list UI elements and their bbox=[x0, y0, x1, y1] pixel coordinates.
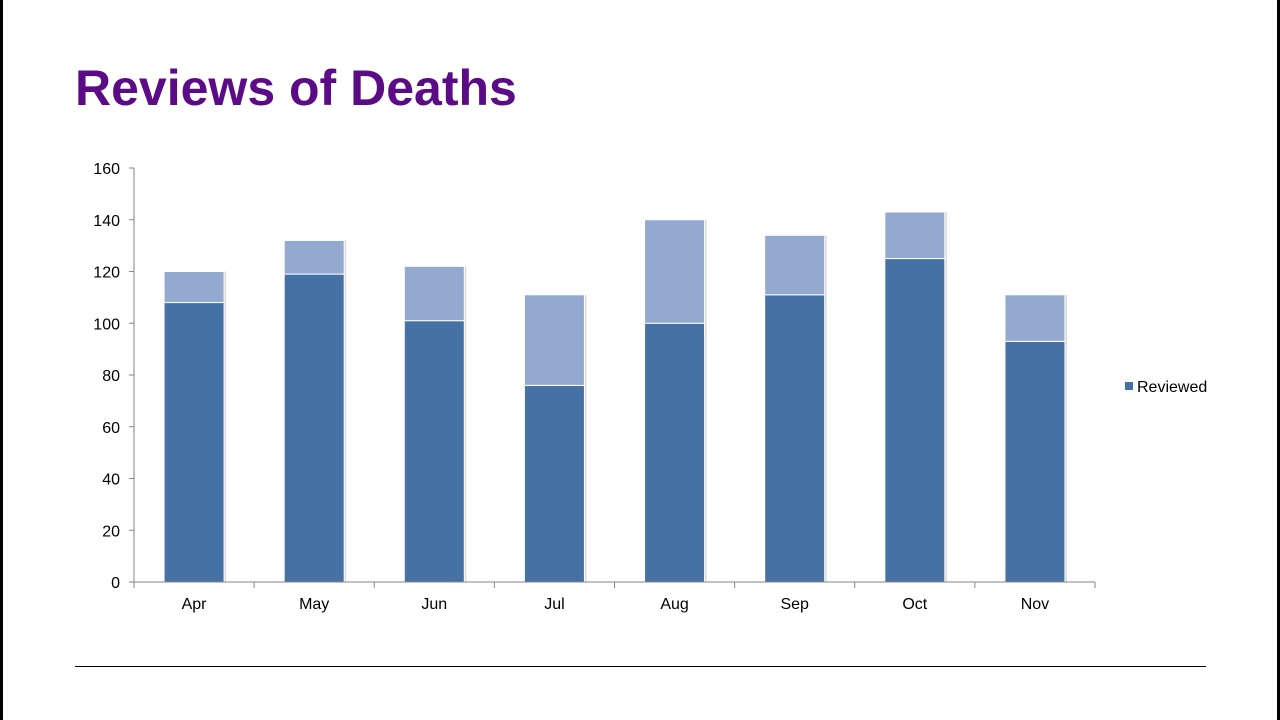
bar-may-series-1 bbox=[283, 239, 345, 275]
x-tick-label-apr: Apr bbox=[182, 596, 208, 613]
y-tick-label: 100 bbox=[93, 316, 120, 333]
legend: Reviewed bbox=[1125, 379, 1207, 396]
bar-jul-series-0 bbox=[523, 384, 585, 583]
y-tick-label: 140 bbox=[93, 213, 120, 230]
bar-sep-series-0 bbox=[764, 294, 826, 583]
bar-aug-series-0 bbox=[644, 322, 706, 583]
x-tick-label-aug: Aug bbox=[660, 596, 688, 613]
x-tick-label-may: May bbox=[299, 596, 329, 613]
bar-oct-series-1 bbox=[884, 211, 946, 260]
y-tick-label: 0 bbox=[111, 575, 120, 592]
bar-may-series-0 bbox=[283, 273, 345, 583]
bar-jun-series-0 bbox=[403, 320, 465, 583]
y-tick-label: 60 bbox=[102, 420, 120, 437]
bar-nov-series-0 bbox=[1004, 340, 1066, 583]
x-tick-label-sep: Sep bbox=[780, 596, 809, 613]
x-tick-label-jul: Jul bbox=[544, 596, 564, 613]
bar-apr-series-1 bbox=[163, 271, 225, 304]
y-tick-label: 120 bbox=[93, 265, 120, 282]
y-tick-label: 160 bbox=[93, 161, 120, 178]
bar-jun-series-1 bbox=[403, 265, 465, 322]
slide-frame-left bbox=[0, 0, 3, 720]
y-tick-label: 40 bbox=[102, 472, 120, 489]
bar-sep-series-1 bbox=[764, 234, 826, 296]
y-tick-label: 20 bbox=[102, 523, 120, 540]
legend-swatch-reviewed bbox=[1125, 382, 1133, 390]
y-tick-label: 80 bbox=[102, 368, 120, 385]
bars-group bbox=[163, 211, 1067, 583]
slide-frame-right bbox=[1277, 0, 1280, 720]
bar-nov-series-1 bbox=[1004, 294, 1066, 342]
x-tick-label-jun: Jun bbox=[421, 596, 447, 613]
bottom-divider bbox=[75, 666, 1206, 667]
bar-aug-series-1 bbox=[644, 219, 706, 324]
bar-jul-series-1 bbox=[523, 294, 585, 386]
legend-label-reviewed: Reviewed bbox=[1137, 379, 1207, 396]
x-tick-label-oct: Oct bbox=[902, 596, 927, 613]
bar-oct-series-0 bbox=[884, 258, 946, 583]
bar-apr-series-0 bbox=[163, 302, 225, 583]
slide-title: Reviews of Deaths bbox=[75, 60, 517, 116]
axes-group: 0 20 40 60 80 100 120 140 160 Apr May Jun Jul Aug Sep O… bbox=[93, 161, 1096, 613]
x-tick-label-nov: Nov bbox=[1021, 596, 1049, 613]
